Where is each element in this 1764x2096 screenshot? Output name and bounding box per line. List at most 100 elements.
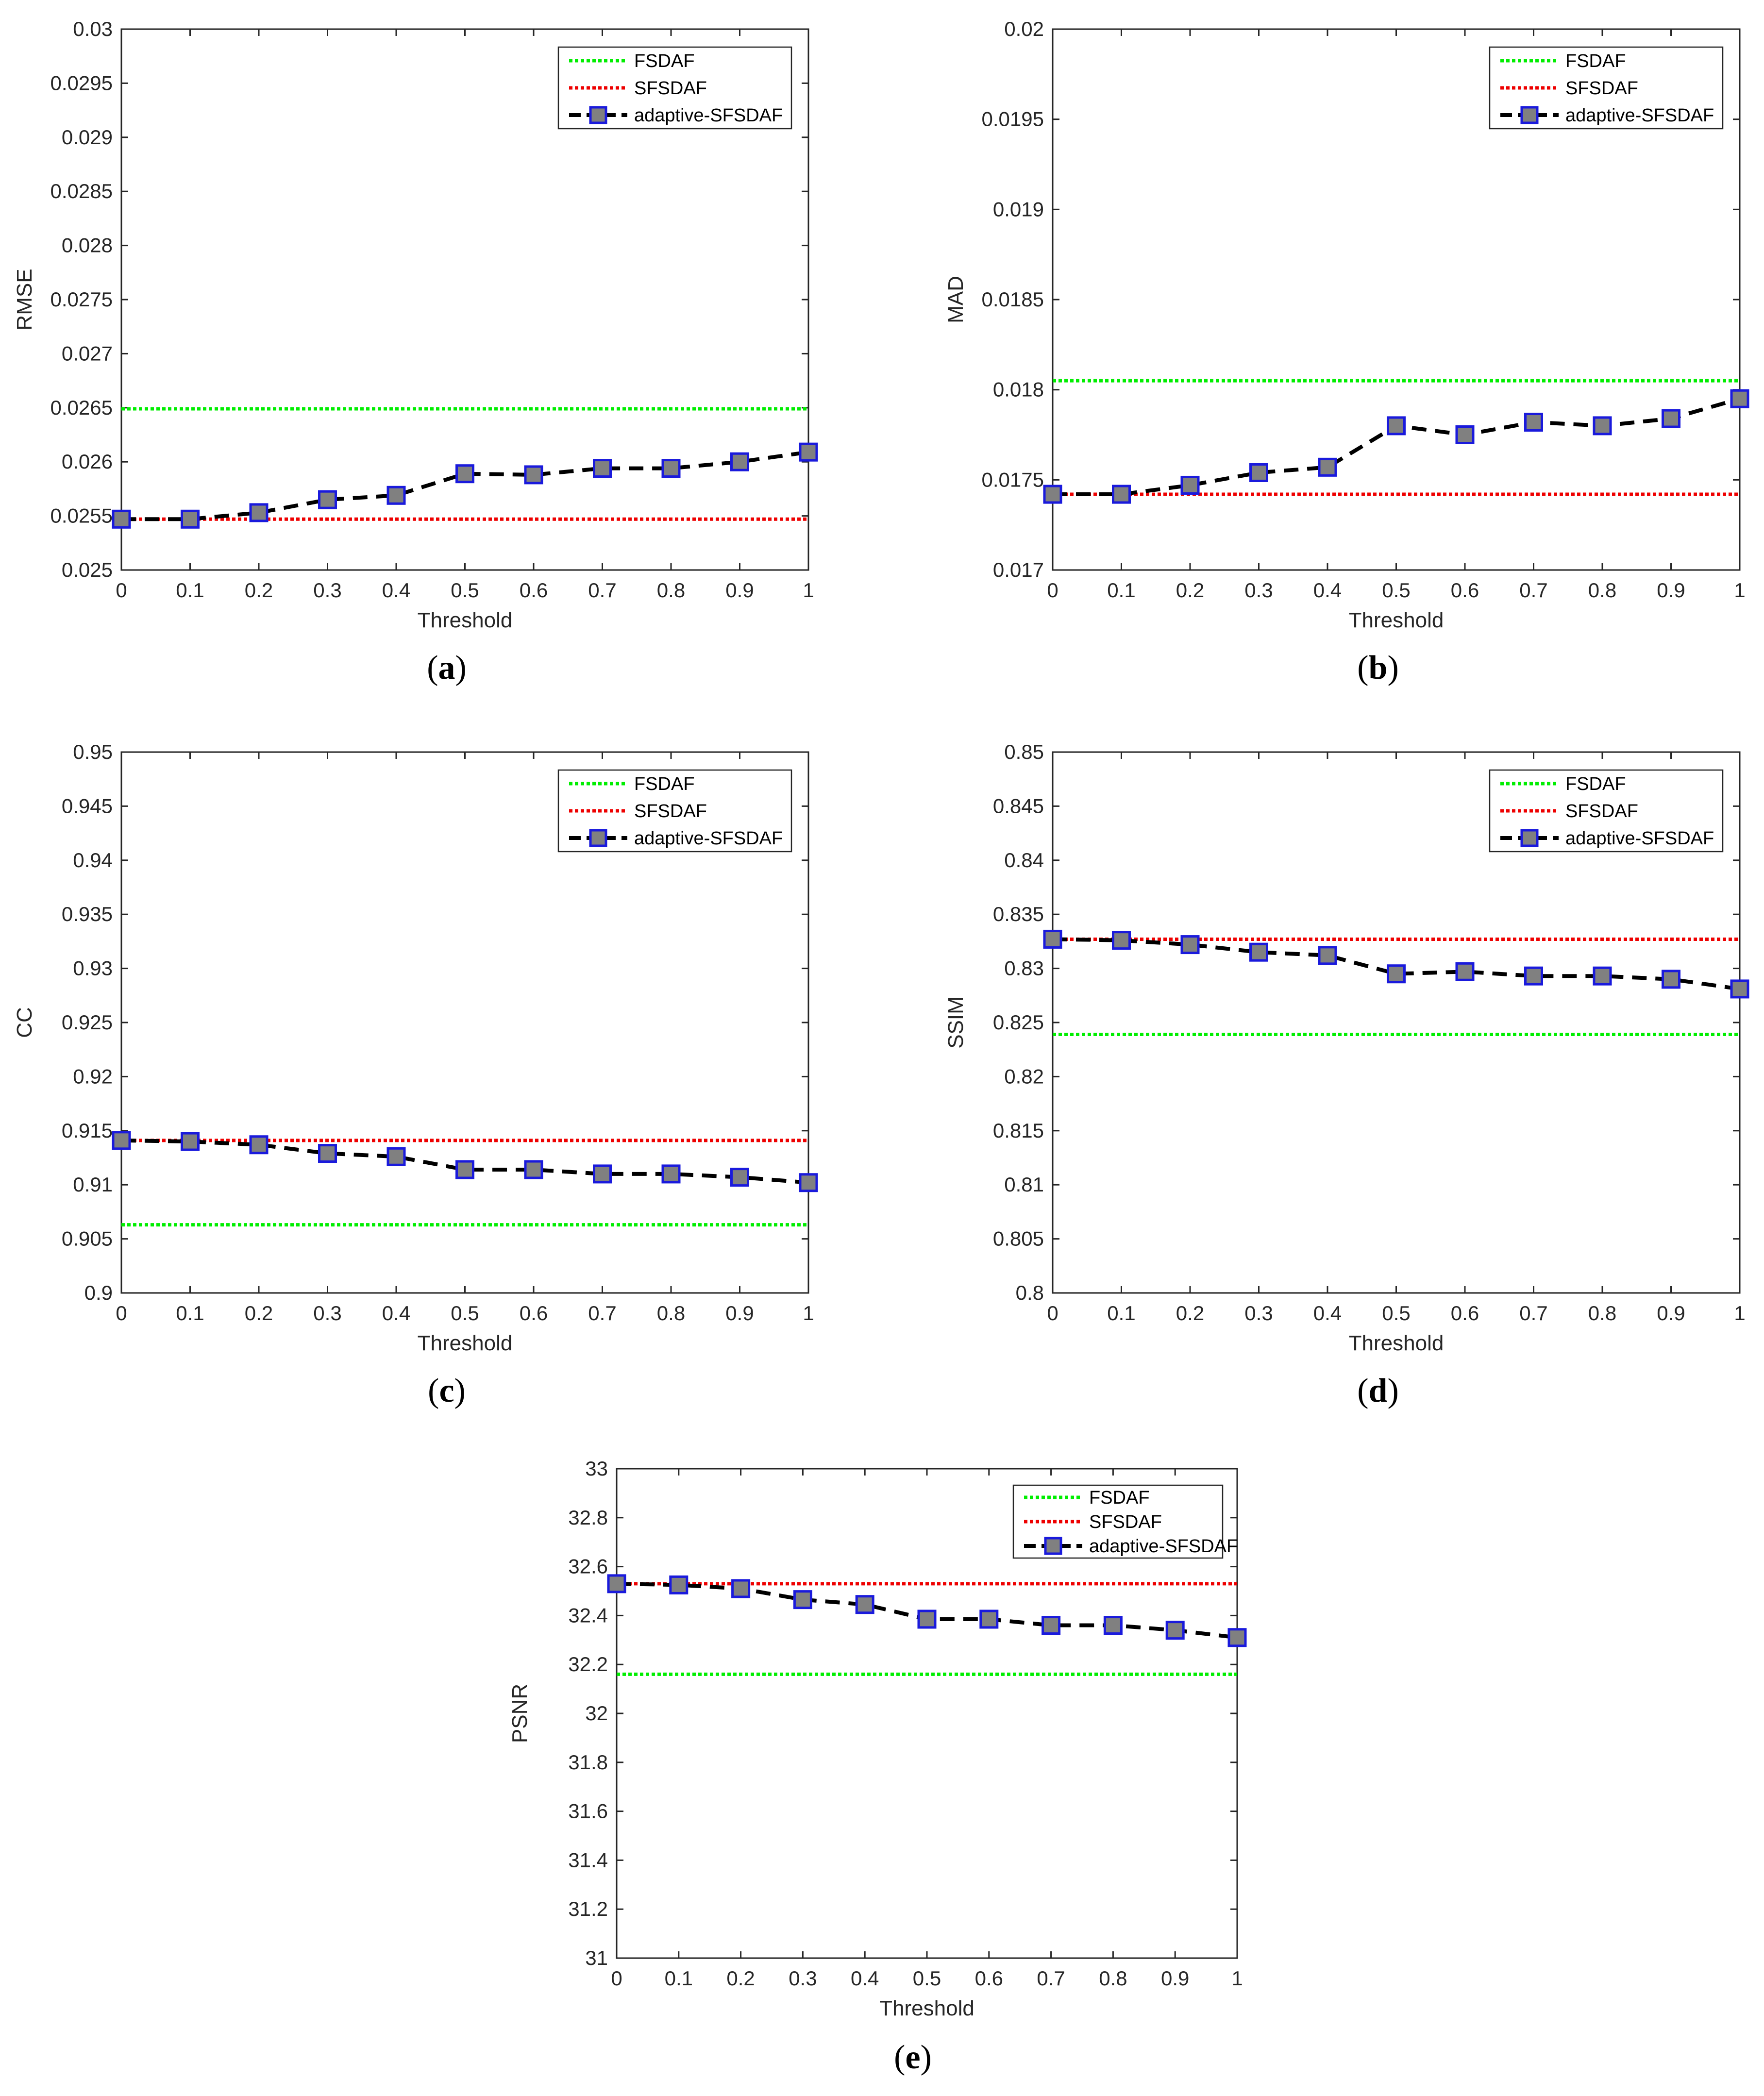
data-point-marker: [1103, 1616, 1123, 1635]
y-tick-label: 0.029: [62, 126, 113, 149]
x-tick-label: 0.3: [313, 1302, 341, 1325]
data-point-marker: [181, 1132, 200, 1151]
data-point-marker: [1524, 966, 1543, 986]
legend-label: FSDAF: [1089, 1488, 1150, 1508]
x-tick-label: 0.1: [1107, 1302, 1135, 1325]
x-tick-label: 0.5: [1382, 579, 1410, 602]
y-tick-label: 0.0285: [50, 180, 113, 202]
y-tick-label: 0.026: [62, 450, 113, 473]
y-tick-label: 32.8: [568, 1506, 608, 1529]
x-tick-label: 0: [116, 579, 127, 602]
x-tick-label: 0.5: [913, 1967, 941, 1990]
y-tick-label: 0.017: [993, 558, 1044, 581]
data-point-marker: [979, 1610, 999, 1629]
y-tick-label: 0.92: [73, 1065, 113, 1088]
legend-label: SFSDAF: [634, 78, 707, 99]
x-tick-label: 0.3: [313, 579, 341, 602]
data-point-marker: [917, 1610, 937, 1629]
x-tick-label: 0.9: [725, 579, 754, 602]
data-point-marker: [669, 1575, 689, 1594]
legend: FSDAF SFSDAF adaptive-SFSDAF: [557, 769, 792, 853]
data-point-marker: [730, 452, 749, 471]
y-tick-label: 32.6: [568, 1555, 608, 1578]
x-tick-label: 0.6: [1451, 579, 1479, 602]
y-tick-label: 0.0295: [50, 71, 113, 94]
x-tick-label: 0.7: [1037, 1967, 1065, 1990]
y-axis-label: SSIM: [944, 996, 968, 1049]
x-tick-label: 0: [1047, 579, 1058, 602]
legend-label: adaptive-SFSDAF: [1565, 105, 1714, 126]
y-tick-label: 0.82: [1004, 1065, 1044, 1088]
y-tick-label: 0.0265: [50, 396, 113, 419]
data-point-marker: [1662, 970, 1680, 989]
x-tick-label: 0.2: [726, 1967, 755, 1990]
y-tick-label: 0.02: [1004, 17, 1044, 40]
data-point-marker: [593, 1164, 612, 1184]
data-point-marker: [1662, 409, 1680, 428]
chart-panel-d: 0 0.1 0.2 0.3 0.4 0.5 0.6 0.7 0.8 0.9 1 0.8 0.805 0.8…: [944, 740, 1749, 1409]
x-axis-label: Threshold: [879, 1996, 974, 2020]
y-tick-label: 0.835: [993, 903, 1044, 925]
y-tick-label: 0.925: [62, 1011, 113, 1034]
y-tick-label: 0.0255: [50, 504, 113, 527]
panel-caption-letter: e: [905, 2039, 920, 2076]
data-point-marker: [661, 1164, 681, 1184]
y-tick-label: 0.83: [1004, 957, 1044, 980]
panel-caption-letter: d: [1369, 1372, 1388, 1409]
data-point-marker: [1730, 389, 1749, 408]
legend-marker: [1520, 829, 1539, 847]
data-point-marker: [1318, 946, 1337, 965]
x-tick-label: 0.7: [588, 579, 616, 602]
x-tick-label: 0.2: [245, 1302, 273, 1325]
y-tick-label: 0.019: [993, 198, 1044, 220]
data-point-marker: [855, 1595, 874, 1614]
data-point-marker: [730, 1168, 749, 1187]
legend-label: adaptive-SFSDAF: [634, 828, 783, 849]
data-point-marker: [1180, 475, 1200, 495]
legend-label: SFSDAF: [1089, 1512, 1162, 1532]
x-tick-label: 0.6: [520, 1302, 548, 1325]
x-tick-label: 0: [1047, 1302, 1058, 1325]
x-tick-label: 0.4: [1313, 579, 1342, 602]
data-point-marker: [1042, 1616, 1061, 1635]
data-point-marker: [524, 1160, 543, 1179]
x-tick-label: 0.3: [1244, 1302, 1273, 1325]
x-tick-label: 0.8: [1588, 1302, 1616, 1325]
legend-marker: [589, 106, 607, 124]
y-tick-label: 0.805: [993, 1227, 1044, 1250]
y-axis-label: CC: [13, 1007, 36, 1038]
x-tick-label: 0.6: [1451, 1302, 1479, 1325]
x-tick-label: 1: [1734, 579, 1745, 602]
data-point-marker: [799, 1173, 818, 1192]
data-point-marker: [1180, 935, 1200, 955]
data-point-marker: [455, 464, 474, 484]
x-tick-label: 0.6: [520, 579, 548, 602]
y-tick-label: 32.4: [568, 1604, 608, 1626]
panel-caption: (c): [428, 1372, 466, 1409]
y-tick-label: 31.2: [568, 1897, 608, 1920]
data-point-marker: [799, 442, 818, 462]
legend: FSDAF SFSDAF adaptive-SFSDAF: [557, 46, 792, 130]
data-point-marker: [1249, 463, 1268, 482]
legend-marker: [1520, 106, 1539, 124]
data-point-marker: [318, 490, 337, 509]
y-tick-label: 31.6: [568, 1800, 608, 1823]
x-tick-label: 0.1: [1107, 579, 1135, 602]
y-tick-label: 0.91: [73, 1173, 113, 1196]
y-tick-label: 31.4: [568, 1848, 608, 1871]
panel-caption: (e): [894, 2039, 932, 2076]
y-tick-label: 31: [585, 1946, 608, 1969]
x-tick-label: 0.5: [1382, 1302, 1410, 1325]
y-tick-label: 0.0195: [982, 108, 1044, 131]
x-tick-label: 1: [1734, 1302, 1745, 1325]
data-point-marker: [386, 1147, 406, 1166]
legend-label: SFSDAF: [1565, 78, 1638, 99]
x-axis-label: Threshold: [418, 608, 513, 632]
data-point-marker: [1730, 979, 1749, 999]
legend: FSDAF SFSDAF adaptive-SFSDAF: [1489, 46, 1724, 130]
x-tick-label: 0.2: [1176, 579, 1204, 602]
panel-caption-letter: c: [439, 1372, 454, 1409]
data-point-marker: [386, 486, 406, 505]
y-tick-label: 0.935: [62, 903, 113, 925]
